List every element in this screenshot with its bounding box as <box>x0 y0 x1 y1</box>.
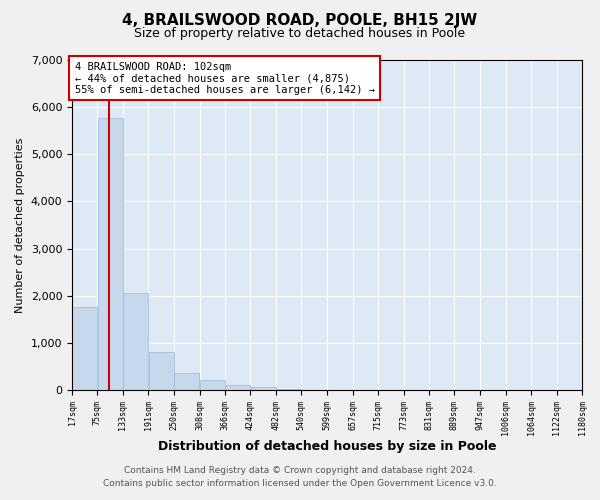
Text: Size of property relative to detached houses in Poole: Size of property relative to detached ho… <box>134 28 466 40</box>
Text: Contains HM Land Registry data © Crown copyright and database right 2024.
Contai: Contains HM Land Registry data © Crown c… <box>103 466 497 487</box>
Y-axis label: Number of detached properties: Number of detached properties <box>15 138 25 312</box>
Bar <box>98 118 122 390</box>
Text: 4, BRAILSWOOD ROAD, POOLE, BH15 2JW: 4, BRAILSWOOD ROAD, POOLE, BH15 2JW <box>122 12 478 28</box>
Bar <box>225 385 250 390</box>
Bar <box>200 380 225 390</box>
Bar <box>251 388 275 390</box>
Bar <box>276 388 301 390</box>
Bar <box>149 352 174 390</box>
Bar <box>123 293 148 390</box>
Bar <box>72 306 97 390</box>
Text: 4 BRAILSWOOD ROAD: 102sqm
← 44% of detached houses are smaller (4,875)
55% of se: 4 BRAILSWOOD ROAD: 102sqm ← 44% of detac… <box>74 62 374 95</box>
X-axis label: Distribution of detached houses by size in Poole: Distribution of detached houses by size … <box>158 440 496 454</box>
Bar <box>175 374 199 390</box>
